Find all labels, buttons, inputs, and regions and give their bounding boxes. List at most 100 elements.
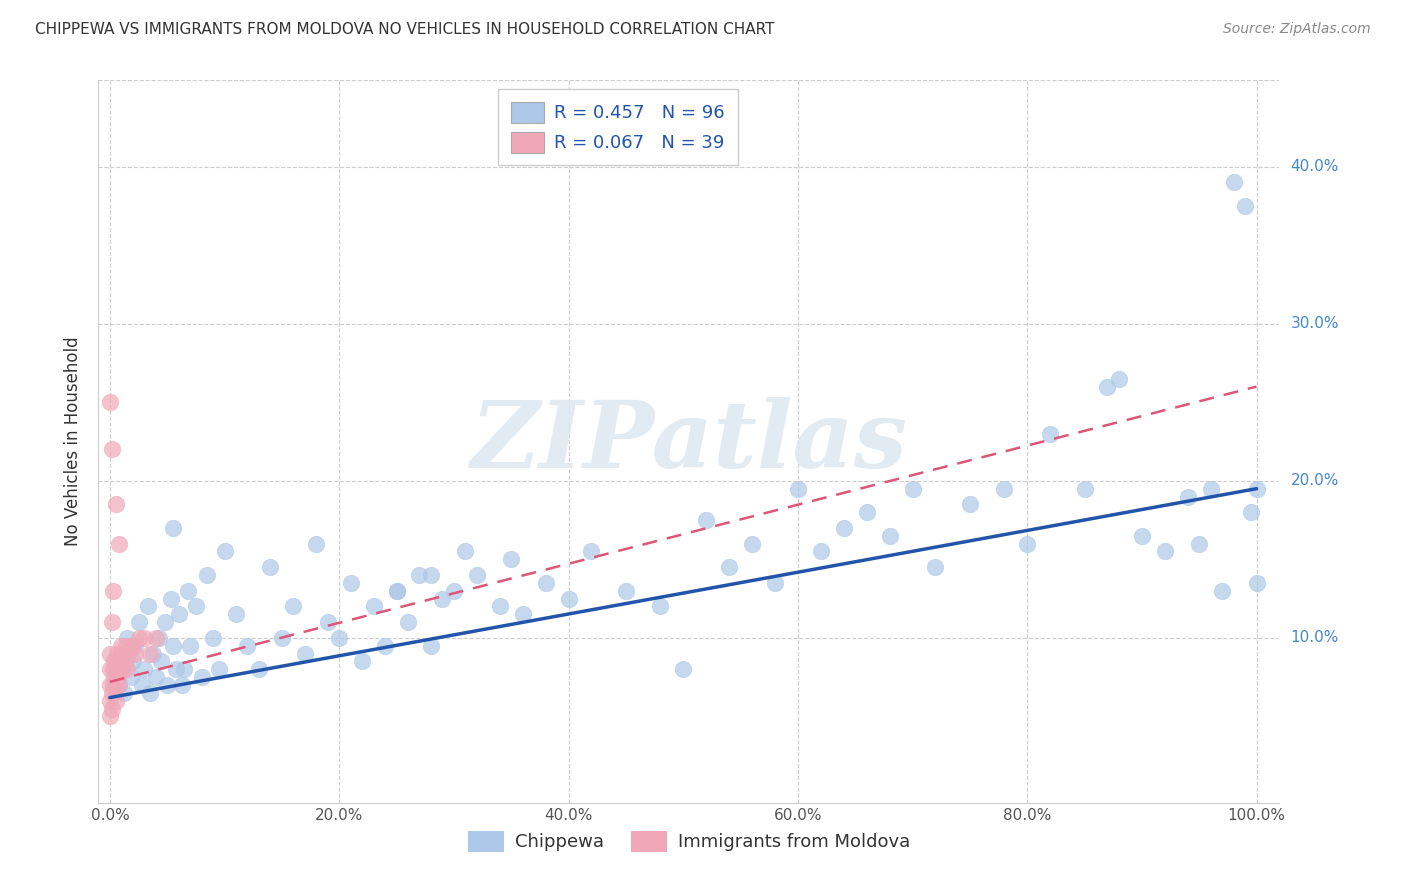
Point — [162, 521, 184, 535]
Point — [101, 615, 124, 630]
Point — [165, 662, 187, 676]
Point — [454, 544, 477, 558]
Point — [115, 639, 138, 653]
Point — [534, 575, 557, 590]
Point — [328, 631, 350, 645]
Point — [195, 568, 218, 582]
Point — [115, 662, 138, 676]
Point — [110, 639, 132, 653]
Point — [614, 583, 637, 598]
Point — [112, 647, 135, 661]
Point — [650, 599, 672, 614]
Point — [145, 631, 167, 645]
Point — [488, 599, 510, 614]
Point — [139, 686, 162, 700]
Point — [131, 678, 153, 692]
Point — [112, 686, 135, 700]
Point — [108, 536, 131, 550]
Point — [179, 639, 201, 653]
Point — [98, 709, 121, 723]
Point — [557, 591, 579, 606]
Point — [150, 655, 173, 669]
Point — [101, 686, 124, 700]
Point — [145, 670, 167, 684]
Point — [1073, 482, 1095, 496]
Text: CHIPPEWA VS IMMIGRANTS FROM MOLDOVA NO VEHICLES IN HOUSEHOLD CORRELATION CHART: CHIPPEWA VS IMMIGRANTS FROM MOLDOVA NO V… — [35, 22, 775, 37]
Point — [786, 482, 808, 496]
Point — [1097, 379, 1119, 393]
Point — [993, 482, 1015, 496]
Point — [114, 655, 136, 669]
Point — [1240, 505, 1263, 519]
Point — [1188, 536, 1211, 550]
Point — [103, 678, 125, 692]
Point — [184, 599, 207, 614]
Text: 10.0%: 10.0% — [1291, 631, 1339, 646]
Point — [465, 568, 488, 582]
Point — [1017, 536, 1039, 550]
Point — [259, 560, 281, 574]
Point — [105, 662, 128, 676]
Y-axis label: No Vehicles in Household: No Vehicles in Household — [65, 336, 83, 547]
Point — [124, 639, 146, 653]
Point — [98, 647, 121, 661]
Point — [581, 544, 603, 558]
Point — [214, 544, 236, 558]
Point — [128, 615, 150, 630]
Point — [283, 599, 305, 614]
Point — [385, 583, 408, 598]
Point — [420, 639, 443, 653]
Point — [148, 631, 170, 645]
Point — [363, 599, 385, 614]
Point — [98, 662, 121, 676]
Point — [1234, 199, 1257, 213]
Point — [695, 513, 717, 527]
Point — [294, 647, 316, 661]
Point — [156, 678, 179, 692]
Point — [173, 662, 195, 676]
Point — [1108, 372, 1130, 386]
Point — [1130, 529, 1153, 543]
Point — [270, 631, 292, 645]
Point — [512, 607, 534, 622]
Point — [108, 655, 131, 669]
Point — [167, 607, 190, 622]
Point — [107, 670, 129, 684]
Point — [501, 552, 523, 566]
Point — [139, 647, 162, 661]
Point — [108, 678, 131, 692]
Text: 20.0%: 20.0% — [1291, 474, 1339, 488]
Point — [121, 639, 143, 653]
Legend: Chippewa, Immigrants from Moldova: Chippewa, Immigrants from Moldova — [461, 823, 917, 859]
Point — [177, 583, 200, 598]
Point — [432, 591, 454, 606]
Point — [396, 615, 419, 630]
Point — [190, 670, 212, 684]
Point — [1211, 583, 1233, 598]
Point — [352, 655, 374, 669]
Text: 40.0%: 40.0% — [1291, 159, 1339, 174]
Point — [98, 694, 121, 708]
Point — [103, 662, 125, 676]
Point — [1153, 544, 1175, 558]
Point — [172, 678, 194, 692]
Point — [124, 647, 146, 661]
Text: ZIPatlas: ZIPatlas — [471, 397, 907, 486]
Point — [1039, 426, 1062, 441]
Point — [385, 583, 408, 598]
Point — [763, 575, 786, 590]
Point — [108, 662, 131, 676]
Point — [134, 662, 156, 676]
Point — [1246, 575, 1268, 590]
Point — [104, 497, 127, 511]
Point — [1199, 482, 1222, 496]
Point — [408, 568, 430, 582]
Point — [1246, 482, 1268, 496]
Point — [374, 639, 396, 653]
Point — [879, 529, 901, 543]
Point — [901, 482, 924, 496]
Point — [855, 505, 877, 519]
Text: 30.0%: 30.0% — [1291, 317, 1339, 331]
Point — [98, 395, 121, 409]
Point — [134, 631, 156, 645]
